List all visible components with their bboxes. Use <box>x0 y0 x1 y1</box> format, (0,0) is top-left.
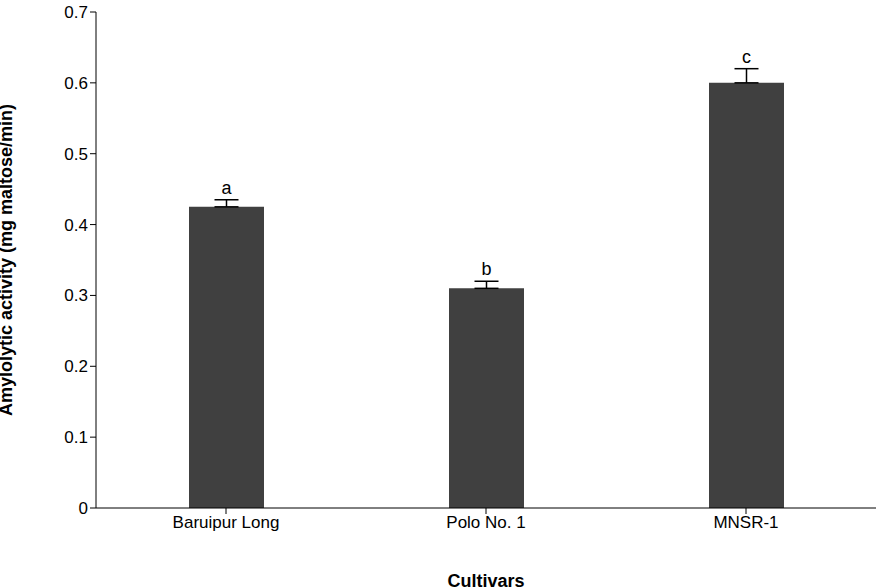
svg-text:0.3: 0.3 <box>64 286 88 305</box>
svg-text:Cultivars: Cultivars <box>447 571 524 587</box>
svg-text:0.5: 0.5 <box>64 145 88 164</box>
svg-text:Polo No. 1: Polo No. 1 <box>446 513 525 532</box>
svg-text:b: b <box>481 259 491 279</box>
svg-text:MNSR-1: MNSR-1 <box>713 513 778 532</box>
svg-text:0: 0 <box>79 499 88 518</box>
svg-text:Amylolytic activity (mg maltos: Amylolytic activity (mg maltose/min) <box>8 104 16 416</box>
svg-text:0.1: 0.1 <box>64 428 88 447</box>
svg-text:c: c <box>742 47 751 67</box>
svg-text:0.7: 0.7 <box>64 3 88 22</box>
svg-text:0.6: 0.6 <box>64 74 88 93</box>
svg-text:0.4: 0.4 <box>64 216 88 235</box>
svg-text:a: a <box>221 178 232 198</box>
svg-text:Baruipur Long: Baruipur Long <box>173 513 280 532</box>
svg-text:0.2: 0.2 <box>64 357 88 376</box>
